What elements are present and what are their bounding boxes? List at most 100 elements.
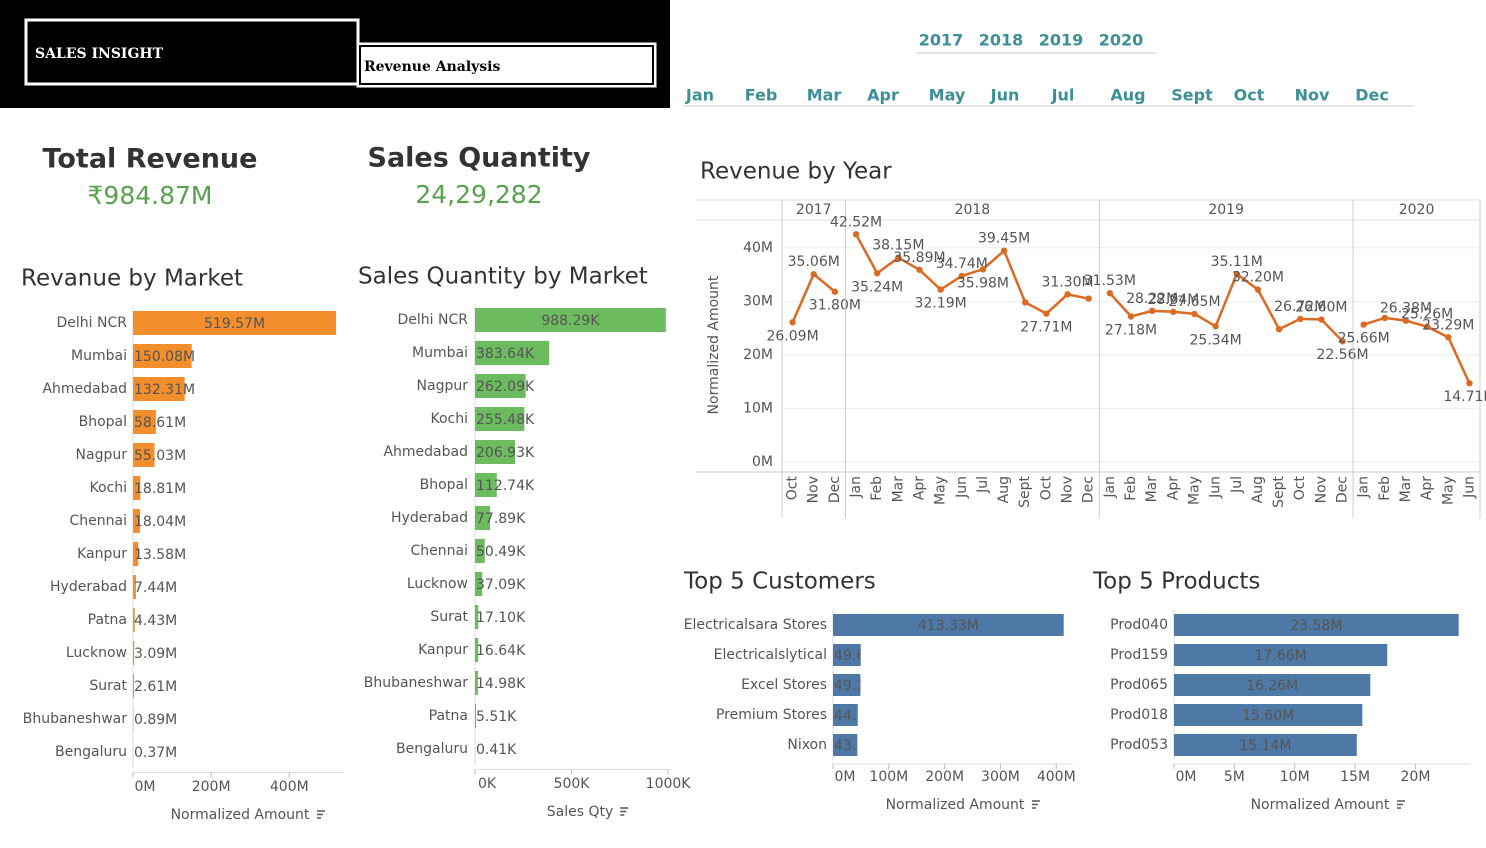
bar[interactable] (133, 641, 135, 665)
month-filter[interactable]: Mar (807, 86, 842, 105)
bar[interactable] (475, 506, 491, 530)
month-filter[interactable]: Jan (685, 86, 714, 105)
value-label: 27.65M (1168, 294, 1220, 310)
bar[interactable] (475, 671, 478, 695)
value-label: 27.71M (1020, 320, 1072, 336)
bar[interactable] (475, 638, 479, 662)
bar[interactable] (833, 734, 858, 756)
point[interactable] (1318, 316, 1325, 323)
point[interactable] (1000, 247, 1008, 254)
bar[interactable] (133, 410, 156, 434)
bar[interactable] (475, 572, 483, 596)
bar[interactable] (133, 311, 337, 335)
bar[interactable] (133, 377, 185, 401)
point[interactable] (1402, 317, 1410, 324)
x-tick-label: Mar (890, 476, 906, 503)
bar[interactable] (475, 308, 666, 332)
bar[interactable] (133, 542, 139, 566)
bar[interactable] (1174, 674, 1371, 696)
bar[interactable] (133, 608, 135, 632)
bar[interactable] (133, 476, 141, 500)
month-filter[interactable]: Dec (1355, 86, 1389, 105)
point[interactable] (1233, 270, 1240, 278)
bar[interactable] (475, 704, 477, 728)
bar[interactable] (475, 539, 485, 563)
point[interactable] (1085, 295, 1092, 302)
point[interactable] (1381, 314, 1389, 322)
point[interactable] (937, 286, 944, 293)
value-label: 17.66M (1255, 648, 1307, 664)
point[interactable] (1297, 315, 1304, 323)
bar[interactable] (833, 704, 858, 726)
bar[interactable] (475, 407, 525, 431)
point[interactable] (831, 288, 839, 295)
chart-title: Sales Quantity by Market (358, 264, 648, 290)
point[interactable] (1106, 289, 1114, 297)
label-clip: 43. (834, 738, 856, 754)
bar[interactable] (1174, 614, 1459, 636)
point[interactable] (1339, 337, 1346, 345)
x-tick-label: Mar (1398, 476, 1414, 503)
point[interactable] (1022, 299, 1029, 306)
point[interactable] (1043, 310, 1050, 317)
point[interactable] (1254, 286, 1262, 293)
value-label: 35.11M (1211, 254, 1263, 270)
bar[interactable] (133, 674, 135, 698)
bar[interactable] (133, 575, 136, 599)
value-label: 413.33M (918, 618, 979, 634)
year-filter[interactable]: 2018 (979, 31, 1024, 50)
point[interactable] (1212, 323, 1219, 330)
bar[interactable] (833, 614, 1064, 636)
year-filter[interactable]: 2019 (1039, 31, 1084, 50)
point[interactable] (852, 231, 860, 238)
month-filter[interactable]: Nov (1295, 86, 1330, 105)
point[interactable] (1466, 380, 1473, 387)
point[interactable] (1423, 323, 1431, 330)
bar[interactable] (475, 473, 497, 497)
value-label: 15.14M (1239, 738, 1291, 754)
month-filter[interactable]: May (929, 86, 966, 105)
bar[interactable] (475, 440, 515, 464)
month-filter[interactable]: Oct (1234, 86, 1265, 105)
value-label: 206.93K (476, 445, 535, 461)
point[interactable] (895, 254, 902, 261)
point[interactable] (1275, 325, 1283, 333)
year-filter[interactable]: 2020 (1099, 31, 1144, 50)
point[interactable] (958, 272, 965, 280)
month-filter[interactable]: Jul (1051, 86, 1075, 105)
bar[interactable] (833, 674, 861, 696)
bar[interactable] (1174, 734, 1357, 756)
month-filter[interactable]: Sept (1171, 86, 1213, 105)
point[interactable] (979, 266, 987, 273)
point[interactable] (1170, 308, 1177, 316)
bar[interactable] (133, 443, 155, 467)
bar[interactable] (1174, 644, 1388, 666)
y-tick-label: 0M (752, 454, 773, 470)
point[interactable] (873, 270, 881, 277)
category-label: Hyderabad (50, 579, 127, 595)
point[interactable] (1127, 313, 1135, 320)
point[interactable] (789, 319, 796, 326)
point[interactable] (1191, 310, 1198, 318)
month-filter[interactable]: Apr (867, 86, 899, 105)
value-label: 27.18M (1105, 322, 1157, 338)
point[interactable] (810, 271, 817, 278)
month-filter[interactable]: Jun (990, 86, 1020, 105)
bar[interactable] (833, 644, 861, 666)
month-filter[interactable]: Aug (1110, 86, 1145, 105)
point[interactable] (916, 266, 923, 273)
point[interactable] (1148, 307, 1156, 315)
month-filter[interactable]: Feb (745, 86, 778, 105)
bar[interactable] (475, 605, 479, 629)
bar[interactable] (475, 374, 526, 398)
point[interactable] (1445, 334, 1452, 341)
bar[interactable] (133, 509, 141, 533)
bar[interactable] (133, 344, 192, 368)
point[interactable] (1360, 321, 1367, 328)
value-label: 38.15M (872, 238, 924, 254)
point[interactable] (1064, 291, 1071, 298)
bar[interactable] (1174, 704, 1363, 726)
bar[interactable] (475, 341, 550, 365)
kpi-label: Total Revenue (43, 144, 258, 175)
year-filter[interactable]: 2017 (919, 31, 964, 50)
